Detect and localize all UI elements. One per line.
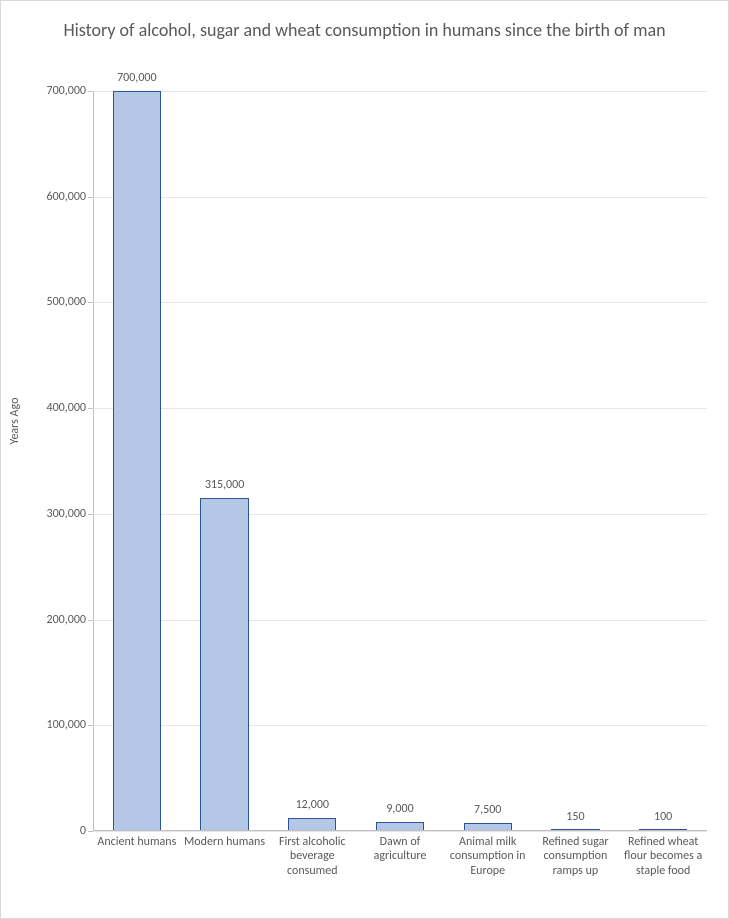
y-tick-label: 500,000 [16,295,86,309]
gridline [93,725,707,726]
gridline [93,302,707,303]
y-tick-mark [88,831,93,832]
gridline [93,91,707,92]
y-tick-label: 600,000 [16,190,86,204]
x-tick-label: Modern humans [183,835,267,849]
y-tick-label: 700,000 [16,84,86,98]
y-tick-mark [88,620,93,621]
y-axis-line [93,91,94,831]
chart-title: History of alcohol, sugar and wheat cons… [1,19,728,42]
y-tick-label: 0 [16,824,86,838]
x-tick-label: First alcoholic beverage consumed [270,835,354,878]
gridline [93,514,707,515]
y-tick-mark [88,302,93,303]
bar-value-label: 12,000 [262,798,362,812]
gridline [93,197,707,198]
bar-value-label: 7,500 [438,803,538,817]
bar-value-label: 150 [525,810,625,824]
bar-value-label: 315,000 [175,478,275,492]
y-tick-mark [88,725,93,726]
x-tick-label: Refined sugar consumption ramps up [534,835,618,878]
gridline [93,831,707,832]
bar-value-label: 100 [613,810,713,824]
x-tick-label: Refined wheat flour becomes a staple foo… [621,835,705,878]
bar-value-label: 700,000 [87,71,187,85]
x-tick-label: Dawn of agriculture [358,835,442,864]
bar [200,498,248,831]
plot-area: 700,000315,00012,0009,0007,500150100 [93,91,707,831]
y-tick-label: 400,000 [16,401,86,415]
y-tick-mark [88,408,93,409]
gridline [93,620,707,621]
y-tick-label: 100,000 [16,718,86,732]
y-tick-mark [88,197,93,198]
y-tick-label: 300,000 [16,507,86,521]
bar-value-label: 9,000 [350,802,450,816]
y-tick-mark [88,514,93,515]
x-tick-label: Animal milk consumption in Europe [446,835,530,878]
bar [113,91,161,831]
y-tick-label: 200,000 [16,613,86,627]
x-tick-label: Ancient humans [95,835,179,849]
y-tick-mark [88,91,93,92]
chart-container: History of alcohol, sugar and wheat cons… [0,0,729,919]
x-axis-line [93,830,707,831]
gridline [93,408,707,409]
